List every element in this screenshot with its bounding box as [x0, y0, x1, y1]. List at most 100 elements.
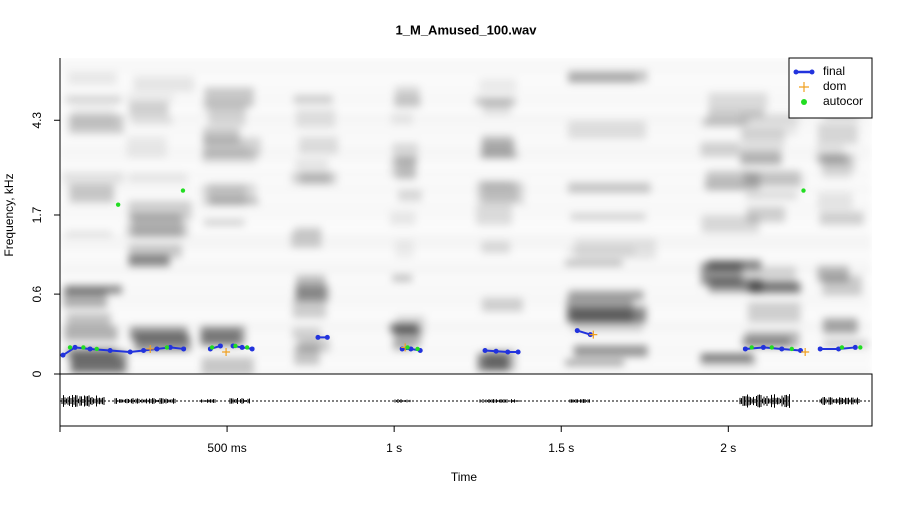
y-tick-label: 0.6 [30, 285, 44, 302]
texture [394, 86, 420, 98]
texture [567, 120, 647, 140]
texture [60, 268, 872, 272]
waveform [199, 399, 216, 403]
texture [568, 290, 644, 301]
texture [292, 299, 327, 318]
texture [295, 159, 329, 170]
texture [201, 357, 254, 374]
texture [60, 356, 872, 360]
texture [298, 136, 339, 154]
texture [60, 236, 872, 240]
x-tick-label: 2 s [720, 441, 736, 455]
pitch-dot [233, 343, 238, 349]
pitch-point [127, 349, 133, 355]
pitch-dot [164, 345, 170, 350]
texture [740, 112, 797, 136]
pitch-point [515, 349, 521, 355]
texture [392, 142, 418, 163]
texture [60, 188, 872, 192]
texture [60, 340, 872, 344]
texture [208, 106, 246, 127]
texture [705, 116, 750, 125]
texture [565, 259, 623, 266]
pitch-dot [415, 346, 420, 352]
texture [570, 213, 646, 221]
waveform [114, 398, 176, 404]
texture [743, 169, 801, 187]
pitch-point [493, 348, 499, 354]
texture [70, 357, 124, 372]
texture [60, 124, 872, 128]
texture [565, 359, 624, 366]
pitch-point [167, 344, 173, 350]
y-tick-label: 1.7 [30, 206, 44, 223]
texture [746, 206, 786, 223]
texture [203, 219, 245, 226]
texture [60, 284, 872, 288]
pitch-dot [749, 345, 754, 350]
pitch-dot [115, 202, 121, 207]
pitch-point [141, 347, 147, 353]
texture [126, 136, 167, 158]
texture [708, 108, 764, 118]
texture [60, 292, 872, 296]
texture [66, 313, 111, 328]
texture [60, 140, 872, 144]
texture [60, 100, 872, 104]
pitch-dot [405, 345, 410, 350]
texture [701, 215, 760, 233]
pitch-dot [839, 345, 845, 350]
pitch-plus [222, 348, 231, 357]
x-tick-label: 500 ms [207, 441, 246, 455]
y-axis-label: Frequency, kHz [2, 173, 16, 256]
pitch-dot [858, 345, 863, 350]
texture [299, 172, 337, 185]
waveform [569, 399, 590, 403]
pitch-dot [180, 188, 186, 193]
texture [816, 144, 844, 162]
pitch-dot [244, 345, 250, 350]
texture [393, 328, 421, 347]
texture [480, 180, 512, 188]
texture [63, 290, 107, 308]
texture [817, 266, 849, 282]
pitch-point [779, 346, 785, 352]
pitch-dot [81, 345, 86, 350]
texture [740, 148, 782, 166]
texture [64, 326, 118, 341]
pitch-point [154, 346, 160, 352]
pitch-point [505, 349, 511, 355]
pitch-plus [801, 348, 810, 357]
pitch-point [574, 328, 580, 334]
texture [741, 336, 791, 347]
pitch-dot [789, 346, 795, 352]
texture [126, 94, 174, 102]
spectrogram [60, 60, 872, 374]
pitch-point [817, 346, 823, 352]
texture [67, 72, 117, 85]
texture [131, 117, 173, 124]
texture [64, 285, 122, 294]
pitch-dot [801, 188, 806, 193]
texture [68, 114, 124, 134]
legend-swatch [801, 99, 807, 105]
texture [747, 302, 801, 323]
texture [200, 329, 241, 346]
texture [394, 240, 415, 258]
texture [60, 204, 872, 208]
texture [823, 340, 868, 347]
texture [62, 171, 124, 185]
texture [741, 266, 796, 290]
texture [202, 150, 256, 164]
pitch-point [217, 343, 223, 349]
x-axis-label: Time [451, 470, 478, 484]
legend-swatch [809, 69, 815, 75]
texture [131, 214, 183, 237]
texture [573, 345, 648, 357]
texture [60, 68, 872, 72]
legend-swatch [793, 69, 799, 75]
waveform [394, 399, 411, 403]
texture [295, 285, 330, 302]
pitch-point [60, 352, 66, 358]
